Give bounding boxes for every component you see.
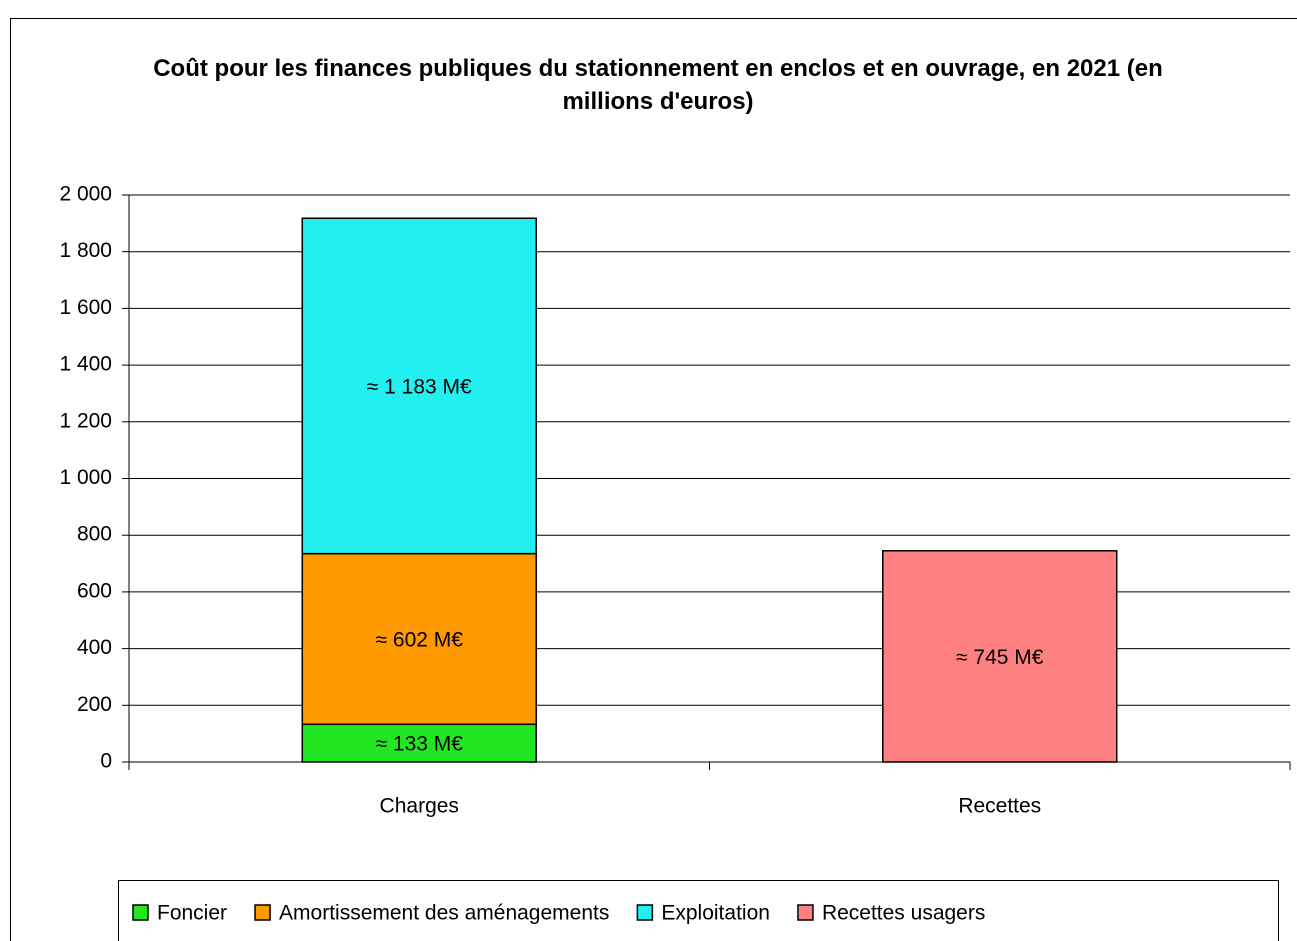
- data-label: ≈ 133 M€: [376, 733, 464, 756]
- y-tick-label: 1 000: [59, 466, 112, 489]
- y-tick-label: 0: [100, 750, 112, 773]
- y-tick-label: 800: [77, 523, 112, 546]
- x-tick-label: Charges: [380, 795, 459, 818]
- data-label: ≈ 602 M€: [376, 629, 464, 652]
- legend-box: [118, 880, 1279, 941]
- x-tick-label: Recettes: [958, 795, 1041, 818]
- data-label: ≈ 1 183 M€: [367, 375, 472, 398]
- legend-swatch: [797, 904, 814, 921]
- y-tick-label: 1 800: [59, 239, 112, 262]
- legend-swatch: [636, 904, 654, 921]
- data-label: ≈ 745 M€: [956, 646, 1044, 669]
- chart-border: [10, 18, 1297, 941]
- legend-label: Amortissement des aménagements: [279, 902, 609, 925]
- y-tick-label: 2 000: [59, 183, 112, 206]
- legend-swatch: [132, 904, 149, 921]
- y-tick-label: 1 200: [59, 409, 112, 432]
- y-tick-label: 1 600: [59, 296, 112, 319]
- bar-segment: [301, 552, 537, 726]
- chart-title: Coût pour les finances publiques du stat…: [153, 55, 1163, 115]
- y-tick-label: 200: [77, 693, 112, 716]
- bar-segment: [301, 723, 537, 763]
- y-tick-label: 600: [77, 579, 112, 602]
- y-tick-label: 1 400: [59, 353, 112, 376]
- bar-segment: [301, 217, 537, 555]
- legend-label: Exploitation: [661, 902, 770, 925]
- legend-label: Foncier: [157, 902, 227, 925]
- legend-swatch: [254, 904, 271, 921]
- legend-label: Recettes usagers: [822, 902, 985, 925]
- bar-segment: [882, 550, 1118, 763]
- y-tick-label: 400: [77, 636, 112, 659]
